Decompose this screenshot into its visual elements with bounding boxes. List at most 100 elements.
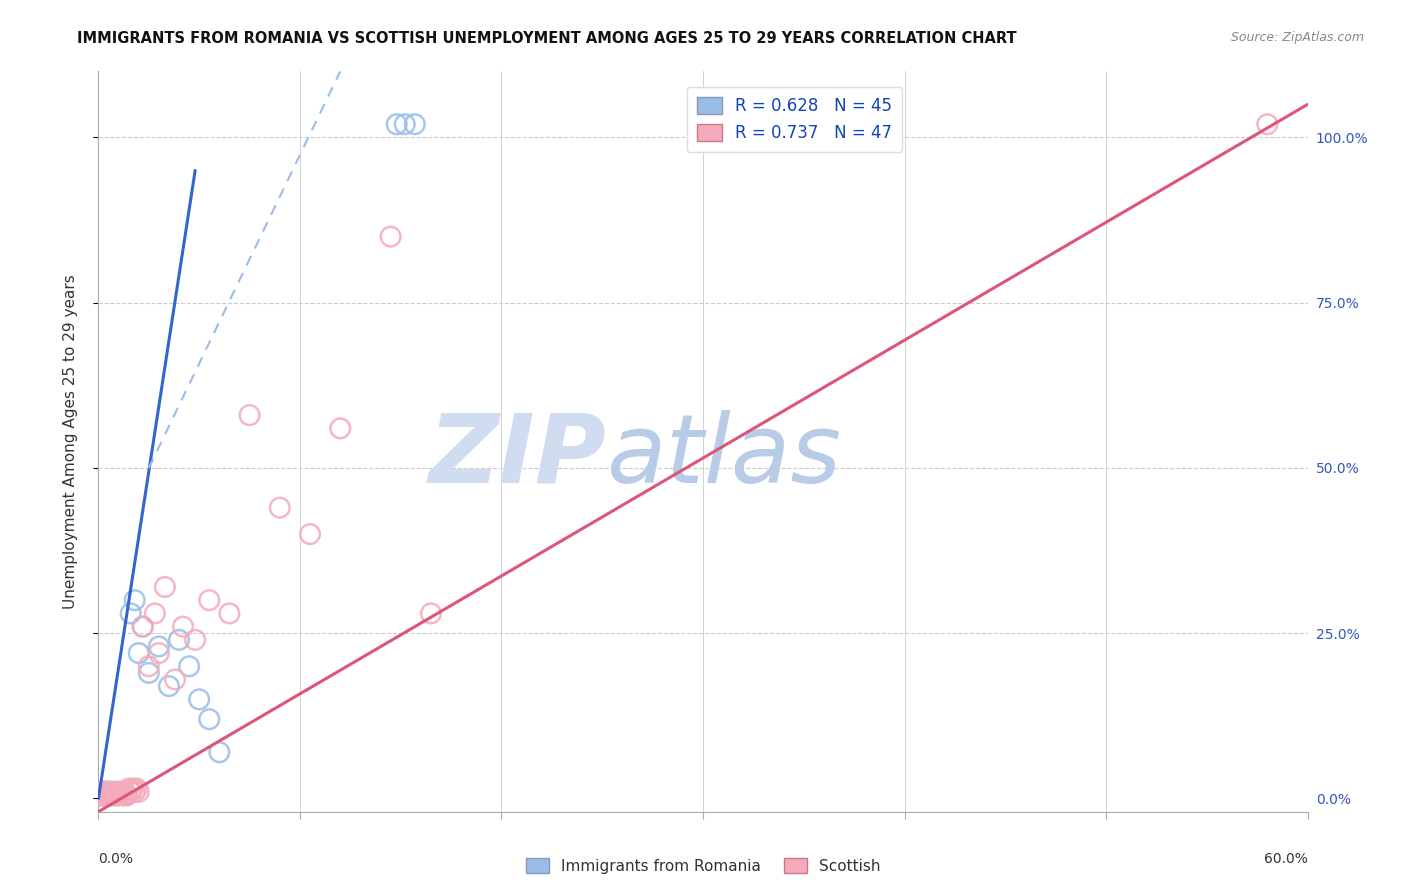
- Point: [97, 785, 120, 799]
- Point: [97, 788, 120, 802]
- Point: [239, 408, 262, 422]
- Point: [120, 607, 142, 621]
- Point: [380, 229, 402, 244]
- Point: [97, 785, 120, 799]
- Point: [100, 785, 122, 799]
- Point: [299, 527, 322, 541]
- Point: [96, 785, 118, 799]
- Point: [132, 620, 155, 634]
- Point: [103, 788, 125, 802]
- Point: [96, 788, 118, 802]
- Legend: R = 0.628   N = 45, R = 0.737   N = 47: R = 0.628 N = 45, R = 0.737 N = 47: [688, 87, 903, 152]
- Point: [97, 788, 120, 802]
- Point: [105, 785, 128, 799]
- Point: [179, 659, 201, 673]
- Text: IMMIGRANTS FROM ROMANIA VS SCOTTISH UNEMPLOYMENT AMONG AGES 25 TO 29 YEARS CORRE: IMMIGRANTS FROM ROMANIA VS SCOTTISH UNEM…: [77, 31, 1017, 46]
- Point: [107, 788, 129, 802]
- Point: [96, 785, 118, 799]
- Point: [101, 788, 124, 802]
- Text: ZIP: ZIP: [429, 409, 606, 503]
- Point: [105, 788, 128, 802]
- Point: [114, 785, 136, 799]
- Text: 0.0%: 0.0%: [98, 853, 134, 866]
- Point: [103, 785, 125, 799]
- Point: [115, 788, 138, 802]
- Point: [118, 781, 141, 796]
- Point: [208, 745, 231, 759]
- Point: [107, 788, 129, 802]
- Point: [125, 781, 148, 796]
- Point: [93, 785, 115, 799]
- Point: [110, 785, 132, 799]
- Point: [198, 712, 221, 726]
- Point: [269, 500, 291, 515]
- Point: [93, 785, 115, 799]
- Legend: Immigrants from Romania, Scottish: Immigrants from Romania, Scottish: [520, 852, 886, 880]
- Point: [198, 593, 221, 607]
- Point: [148, 640, 170, 654]
- Point: [157, 679, 180, 693]
- Point: [420, 607, 443, 621]
- Text: 60.0%: 60.0%: [1264, 853, 1308, 866]
- Point: [111, 788, 134, 802]
- Point: [100, 788, 122, 802]
- Point: [89, 788, 111, 802]
- Point: [167, 632, 190, 647]
- Point: [138, 665, 160, 680]
- Point: [128, 785, 150, 799]
- Point: [89, 788, 111, 802]
- Y-axis label: Unemployment Among Ages 25 to 29 years: Unemployment Among Ages 25 to 29 years: [63, 274, 77, 609]
- Point: [89, 788, 111, 802]
- Point: [404, 117, 426, 131]
- Point: [107, 785, 129, 799]
- Point: [148, 646, 170, 660]
- Point: [394, 117, 416, 131]
- Point: [103, 785, 125, 799]
- Point: [101, 785, 124, 799]
- Point: [124, 593, 146, 607]
- Point: [91, 785, 114, 799]
- Point: [100, 788, 122, 802]
- Point: [97, 788, 120, 802]
- Point: [329, 421, 352, 435]
- Point: [172, 620, 194, 634]
- Point: [115, 788, 138, 802]
- Point: [93, 788, 115, 802]
- Point: [138, 659, 160, 673]
- Point: [153, 580, 176, 594]
- Point: [120, 785, 142, 799]
- Text: Source: ZipAtlas.com: Source: ZipAtlas.com: [1230, 31, 1364, 45]
- Text: atlas: atlas: [606, 409, 841, 503]
- Point: [93, 785, 115, 799]
- Point: [128, 646, 150, 660]
- Point: [103, 788, 125, 802]
- Point: [218, 607, 240, 621]
- Point: [184, 632, 207, 647]
- Point: [91, 788, 114, 802]
- Point: [110, 785, 132, 799]
- Point: [91, 788, 114, 802]
- Point: [93, 788, 115, 802]
- Point: [96, 785, 118, 799]
- Point: [124, 785, 146, 799]
- Point: [91, 785, 114, 799]
- Point: [101, 788, 124, 802]
- Point: [163, 673, 186, 687]
- Point: [97, 785, 120, 799]
- Point: [97, 788, 120, 802]
- Point: [101, 785, 124, 799]
- Point: [107, 785, 129, 799]
- Point: [93, 788, 115, 802]
- Point: [188, 692, 211, 706]
- Point: [100, 785, 122, 799]
- Point: [96, 788, 118, 802]
- Point: [96, 788, 118, 802]
- Point: [143, 607, 166, 621]
- Point: [105, 788, 128, 802]
- Point: [111, 788, 134, 802]
- Point: [1256, 117, 1278, 131]
- Point: [132, 620, 155, 634]
- Point: [105, 785, 128, 799]
- Point: [100, 788, 122, 802]
- Point: [385, 117, 408, 131]
